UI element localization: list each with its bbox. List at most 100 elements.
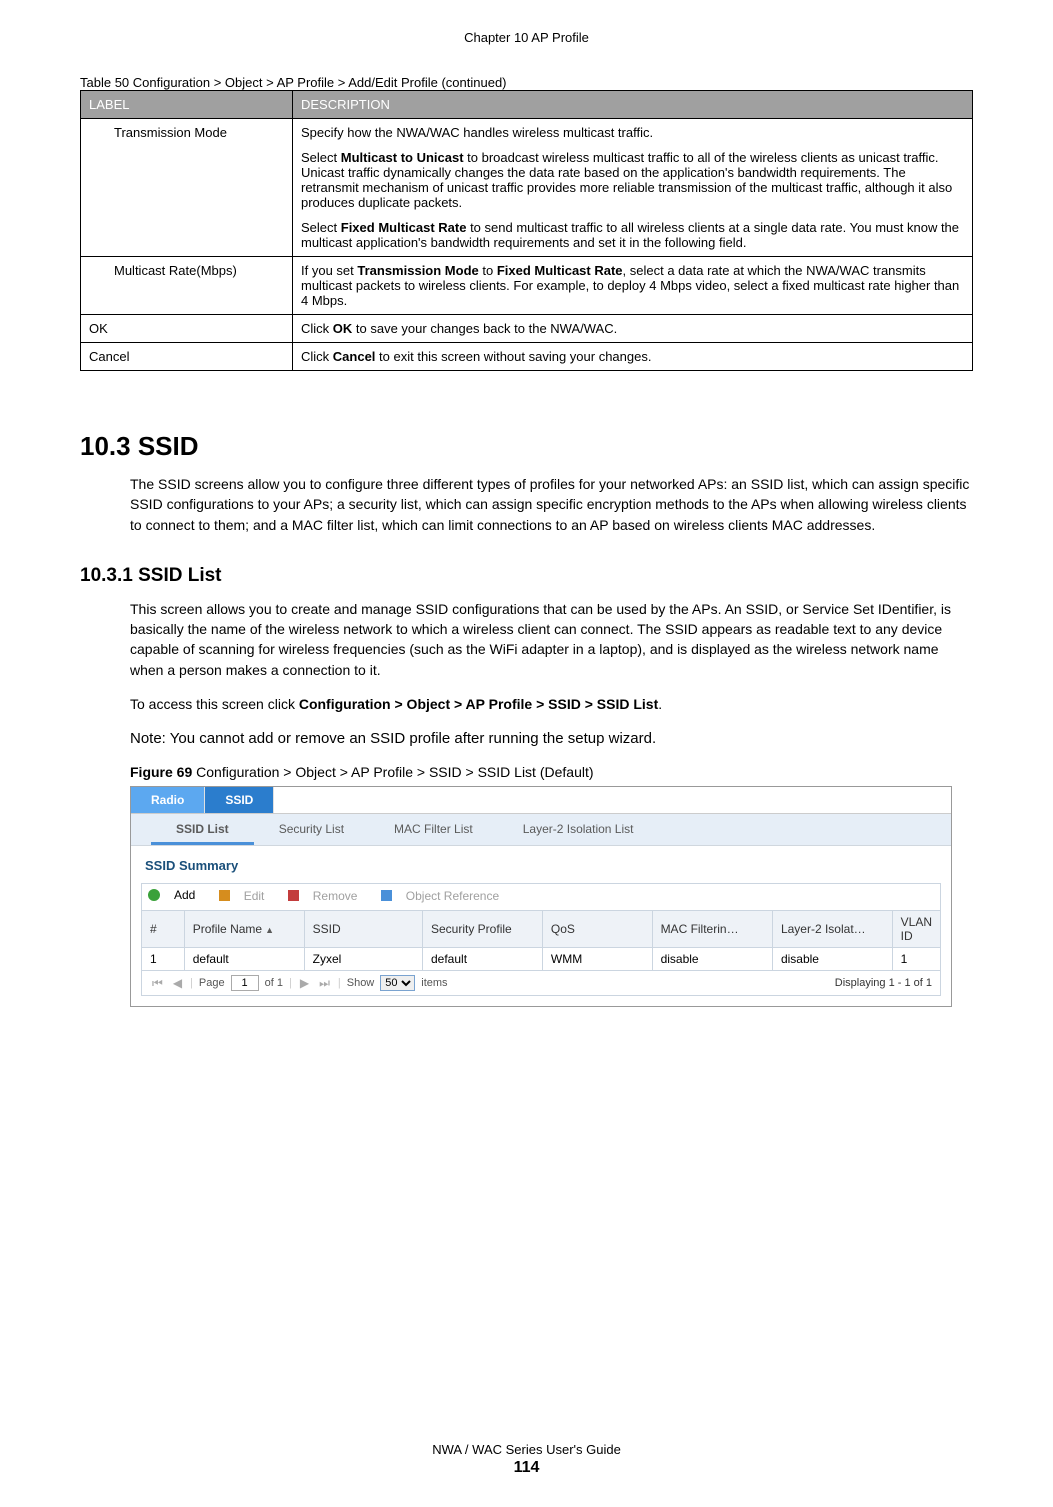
desc-text: to exit this screen without saving your …	[375, 349, 651, 364]
tab-ssid[interactable]: SSID	[205, 787, 274, 813]
col-layer2-isolation[interactable]: Layer-2 Isolat…	[772, 911, 892, 948]
cell-index: 1	[142, 948, 185, 971]
pager: ⏮ ◀ | Page of 1 | ▶ ⏭ | Show 50 items Di…	[141, 971, 941, 996]
sub-tab-bar: SSID List Security List MAC Filter List …	[131, 814, 951, 846]
body-text-bold: Configuration > Object > AP Profile > SS…	[299, 696, 658, 712]
figure-text: Configuration > Object > AP Profile > SS…	[196, 764, 593, 780]
col-security-profile[interactable]: Security Profile	[423, 911, 543, 948]
th-label: LABEL	[81, 91, 293, 119]
col-index[interactable]: #	[142, 911, 185, 948]
separator: |	[289, 977, 292, 989]
config-table: LABEL DESCRIPTION Transmission Mode Spec…	[80, 90, 973, 371]
desc-bold: Transmission Mode	[357, 263, 478, 278]
col-vlan-id[interactable]: VLAN ID	[892, 911, 940, 948]
pager-last-icon[interactable]: ⏭	[317, 976, 332, 991]
col-ssid[interactable]: SSID	[304, 911, 422, 948]
desc-text: to save your changes back to the NWA/WAC…	[352, 321, 617, 336]
cell-mac-filtering: disable	[652, 948, 772, 971]
ssid-grid: # Profile Name▲ SSID Security Profile Qo…	[141, 910, 941, 971]
col-mac-filtering[interactable]: MAC Filterin…	[652, 911, 772, 948]
label-text: Transmission Mode	[89, 125, 284, 140]
cell-ssid: Zyxel	[304, 948, 422, 971]
grid-row[interactable]: 1 default Zyxel default WMM disable disa…	[142, 948, 941, 971]
desc-para: If you set Transmission Mode to Fixed Mu…	[301, 263, 964, 308]
pager-next-icon[interactable]: ▶	[298, 976, 311, 990]
footer-page-number: 114	[0, 1459, 1053, 1477]
pager-prev-icon[interactable]: ◀	[171, 976, 184, 990]
desc-text: Select	[301, 220, 341, 235]
object-reference-icon	[381, 890, 392, 901]
separator: |	[190, 977, 193, 989]
table-caption: Table 50 Configuration > Object > AP Pro…	[80, 75, 973, 90]
pager-pagesize-select[interactable]: 50	[380, 975, 415, 991]
section-title: SSID	[138, 431, 199, 461]
table-row: Multicast Rate(Mbps) If you set Transmis…	[81, 257, 973, 315]
label-text: Multicast Rate(Mbps)	[89, 263, 284, 278]
pager-first-icon[interactable]: ⏮	[150, 976, 165, 991]
desc-text: Select	[301, 150, 341, 165]
cell-vlan-id: 1	[892, 948, 940, 971]
col-profile-name[interactable]: Profile Name▲	[184, 911, 304, 948]
desc-text: to	[479, 263, 497, 278]
subtab-layer2-isolation-list[interactable]: Layer-2 Isolation List	[498, 814, 659, 845]
desc-para: Select Fixed Multicast Rate to send mult…	[301, 220, 964, 250]
pager-items-label: items	[421, 977, 447, 989]
separator: |	[338, 977, 341, 989]
remove-icon	[288, 890, 299, 901]
desc-text: If you set	[301, 263, 357, 278]
desc-text: Click	[301, 321, 333, 336]
pager-page-input[interactable]	[231, 975, 259, 991]
body-text: The SSID screens allow you to configure …	[130, 474, 973, 535]
cell-label: Multicast Rate(Mbps)	[81, 257, 293, 315]
table-caption-prefix: Table 50	[80, 75, 133, 90]
pager-show-label: Show	[347, 977, 375, 989]
body-text: To access this screen click Configuratio…	[130, 694, 973, 714]
cell-layer2-isolation: disable	[772, 948, 892, 971]
edit-button[interactable]: Edit	[219, 889, 275, 903]
th-description: DESCRIPTION	[293, 91, 973, 119]
toolbar: Add Edit Remove Object Reference	[141, 883, 941, 910]
remove-label: Remove	[313, 889, 358, 903]
subsection-number: 10.3.1	[80, 565, 138, 586]
desc-bold: OK	[333, 321, 353, 336]
pager-of-label: of 1	[265, 977, 283, 989]
tab-radio[interactable]: Radio	[131, 787, 205, 813]
subtab-ssid-list[interactable]: SSID List	[151, 814, 254, 845]
pager-left: ⏮ ◀ | Page of 1 | ▶ ⏭ | Show 50 items	[150, 975, 448, 991]
cell-desc: Click OK to save your changes back to th…	[293, 315, 973, 343]
subtab-security-list[interactable]: Security List	[254, 814, 369, 845]
cell-desc: If you set Transmission Mode to Fixed Mu…	[293, 257, 973, 315]
cell-label: Cancel	[81, 343, 293, 371]
subsection-heading: 10.3.1 SSID List	[80, 565, 973, 587]
edit-icon	[219, 890, 230, 901]
desc-para: Specify how the NWA/WAC handles wireless…	[301, 125, 964, 140]
table-caption-text: Configuration > Object > AP Profile > Ad…	[133, 75, 507, 90]
section-heading: 10.3 SSID	[80, 431, 973, 462]
desc-bold: Fixed Multicast Rate	[341, 220, 467, 235]
section-title-ssid-summary: SSID Summary	[145, 858, 941, 873]
page-footer: NWA / WAC Series User's Guide 114	[0, 1442, 1053, 1477]
desc-para: Click OK to save your changes back to th…	[301, 321, 964, 336]
desc-bold: Multicast to Unicast	[341, 150, 464, 165]
top-tab-bar: Radio SSID	[131, 787, 951, 814]
object-reference-button[interactable]: Object Reference	[381, 889, 509, 903]
pager-page-label: Page	[199, 977, 225, 989]
table-row: Transmission Mode Specify how the NWA/WA…	[81, 119, 973, 257]
cell-security-profile: default	[423, 948, 543, 971]
cell-desc: Specify how the NWA/WAC handles wireless…	[293, 119, 973, 257]
subtab-mac-filter-list[interactable]: MAC Filter List	[369, 814, 498, 845]
chapter-header: Chapter 10 AP Profile	[80, 30, 973, 45]
remove-button[interactable]: Remove	[288, 889, 368, 903]
cell-label: Transmission Mode	[81, 119, 293, 257]
screenshot-ssid-list: Radio SSID SSID List Security List MAC F…	[130, 786, 952, 1007]
desc-para: Click Cancel to exit this screen without…	[301, 349, 964, 364]
body-text-span: To access this screen click	[130, 696, 299, 712]
col-qos[interactable]: QoS	[542, 911, 652, 948]
pager-display-text: Displaying 1 - 1 of 1	[835, 977, 932, 989]
table-row: Cancel Click Cancel to exit this screen …	[81, 343, 973, 371]
body-text-span: .	[658, 696, 662, 712]
note-text: Note: You cannot add or remove an SSID p…	[130, 728, 973, 750]
add-button[interactable]: Add	[148, 888, 205, 902]
subsection-title: SSID List	[138, 565, 221, 586]
figure-prefix: Figure 69	[130, 764, 196, 780]
